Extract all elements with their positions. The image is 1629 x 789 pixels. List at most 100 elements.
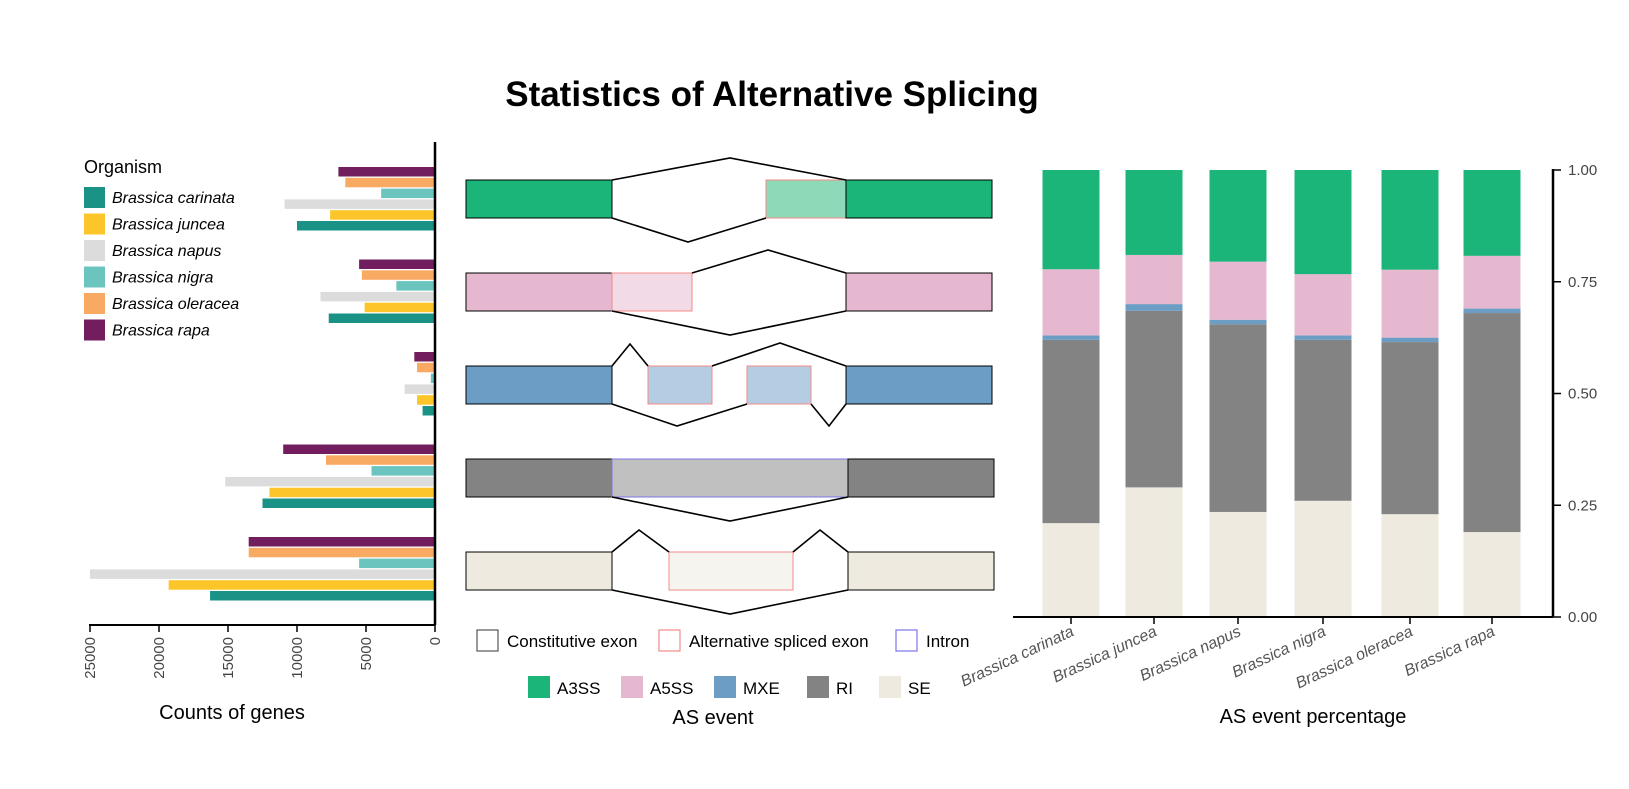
- percentage-axis-title: AS event percentage: [1220, 706, 1407, 728]
- bar-a5ss-brassica-napus: [320, 291, 435, 302]
- exon-legend-label-1: Constitutive exon: [507, 632, 637, 651]
- bar-mxe-brassica-rapa: [414, 352, 435, 362]
- stack-mxe-brassica-juncea: [1125, 304, 1183, 311]
- bar-se-brassica-juncea: [168, 580, 435, 590]
- mxe-left-exon: [465, 365, 613, 405]
- mxe-alternative-exon-1: [647, 365, 713, 405]
- bar-a3ss-brassica-carinata: [297, 221, 435, 231]
- as-event-legend: A3SS A5SS MXE RI SE: [528, 676, 931, 698]
- stack-se-brassica-carinata: [1042, 523, 1100, 617]
- percentage-category-label: Brassica rapa: [1402, 623, 1498, 680]
- organism-legend-label: Brassica juncea: [112, 217, 225, 234]
- stack-mxe-brassica-oleracea: [1381, 337, 1439, 343]
- percentage-y-tick-label: 0.75: [1568, 274, 1597, 291]
- stack-se-brassica-napus: [1209, 511, 1267, 617]
- gene-count-axis-title: Counts of genes: [159, 702, 305, 724]
- bar-se-brassica-nigra: [359, 558, 435, 569]
- stack-a5ss-brassica-napus: [1209, 261, 1267, 320]
- gene-count-tick-label: 25000: [82, 637, 99, 679]
- bar-se-brassica-carinata: [210, 591, 435, 601]
- a3ss-splice-junction-long: [611, 157, 847, 181]
- mxe-junction-top-1: [611, 342, 649, 367]
- a5ss-alternative-exon: [611, 272, 693, 312]
- as-event-legend-label-a3ss: A3SS: [557, 679, 600, 698]
- a5ss-splice-junction-long: [611, 310, 847, 336]
- exon-legend-swatch-2: [658, 629, 681, 652]
- organism-legend-swatch: [84, 293, 105, 314]
- se-skipping-junction: [611, 589, 849, 615]
- bar-a3ss-brassica-rapa: [338, 167, 435, 177]
- ri-left-exon: [465, 458, 613, 498]
- bar-a3ss-brassica-nigra: [381, 188, 435, 199]
- a5ss-right-exon: [845, 272, 993, 312]
- bar-se-brassica-napus: [90, 569, 435, 579]
- bar-ri-brassica-oleracea: [325, 455, 435, 465]
- as-event-legend-swatch-mxe: [714, 676, 736, 698]
- mxe-right-exon: [845, 365, 993, 405]
- stack-se-brassica-rapa: [1463, 532, 1521, 617]
- as-event-legend-swatch-ri: [807, 676, 829, 698]
- stack-ri-brassica-carinata: [1042, 339, 1100, 524]
- stack-a5ss-brassica-oleracea: [1381, 269, 1439, 338]
- bar-ri-brassica-rapa: [283, 444, 435, 454]
- stack-se-brassica-juncea: [1125, 487, 1183, 617]
- bar-ri-brassica-carinata: [262, 498, 435, 508]
- bar-a5ss-brassica-rapa: [359, 259, 435, 269]
- bar-a5ss-brassica-oleracea: [361, 270, 435, 280]
- figure-title: Statistics of Alternative Splicing: [505, 75, 1039, 114]
- ri-retained-intron: [611, 458, 849, 498]
- stack-a3ss-brassica-nigra: [1294, 170, 1352, 275]
- as-event-legend-label-se: SE: [908, 679, 931, 698]
- bar-a5ss-brassica-carinata: [328, 313, 435, 323]
- stack-mxe-brassica-carinata: [1042, 335, 1100, 340]
- bar-a5ss-brassica-nigra: [396, 281, 435, 291]
- stack-mxe-brassica-napus: [1209, 319, 1267, 325]
- stack-ri-brassica-rapa: [1463, 313, 1521, 533]
- organism-legend-swatch: [84, 266, 105, 288]
- organism-legend-label: Brassica napus: [112, 243, 221, 260]
- stack-ri-brassica-nigra: [1294, 339, 1352, 501]
- stack-mxe-brassica-nigra: [1294, 335, 1352, 340]
- stack-a5ss-brassica-nigra: [1294, 274, 1352, 336]
- percentage-y-tick-label: 0.25: [1568, 497, 1597, 514]
- bar-a3ss-brassica-juncea: [330, 210, 435, 220]
- percentage-y-tick-label: 1.00: [1568, 162, 1597, 179]
- stack-ri-brassica-napus: [1209, 324, 1267, 512]
- a5ss-splice-junction-short: [691, 249, 847, 274]
- exon-legend-swatch-1: [476, 629, 499, 652]
- bar-mxe-brassica-oleracea: [417, 362, 435, 373]
- bar-mxe-brassica-nigra: [430, 373, 435, 384]
- a3ss-left-exon: [465, 179, 613, 219]
- stack-a5ss-brassica-juncea: [1125, 254, 1183, 305]
- organism-legend-label: Brassica rapa: [112, 323, 210, 340]
- bar-mxe-brassica-carinata: [422, 406, 435, 416]
- as-event-legend-swatch-a3ss: [528, 676, 550, 698]
- gene-count-bar-chart: 0 5000 10000 15000 20000 25000: [82, 142, 444, 679]
- bar-mxe-brassica-napus: [404, 384, 435, 394]
- stack-a3ss-brassica-rapa: [1463, 170, 1521, 256]
- bar-se-brassica-rapa: [248, 537, 435, 547]
- a3ss-alternative-exon: [765, 179, 847, 219]
- bar-a3ss-brassica-napus: [284, 199, 435, 209]
- gene-count-tick-label: 15000: [220, 637, 237, 679]
- stack-se-brassica-nigra: [1294, 500, 1352, 617]
- exon-legend-label-3: Intron: [926, 632, 969, 651]
- bar-a5ss-brassica-juncea: [364, 302, 435, 313]
- bar-ri-brassica-juncea: [269, 487, 435, 498]
- a5ss-left-exon: [465, 272, 613, 312]
- bar-ri-brassica-nigra: [371, 466, 435, 476]
- exon-legend-label-2: Alternative spliced exon: [689, 632, 869, 651]
- organism-legend-swatch: [84, 319, 105, 341]
- ri-splice-junction: [611, 496, 849, 522]
- se-junction-top-1: [611, 528, 670, 553]
- organism-legend-label: Brassica carinata: [112, 190, 235, 207]
- organism-legend-swatch: [84, 213, 105, 235]
- organism-legend-swatch: [84, 240, 105, 261]
- organism-legend-label: Brassica nigra: [112, 270, 213, 287]
- stack-a3ss-brassica-carinata: [1042, 170, 1100, 270]
- as-event-legend-label-mxe: MXE: [743, 679, 780, 698]
- a3ss-right-exon: [845, 179, 993, 219]
- bar-a3ss-brassica-oleracea: [345, 177, 435, 188]
